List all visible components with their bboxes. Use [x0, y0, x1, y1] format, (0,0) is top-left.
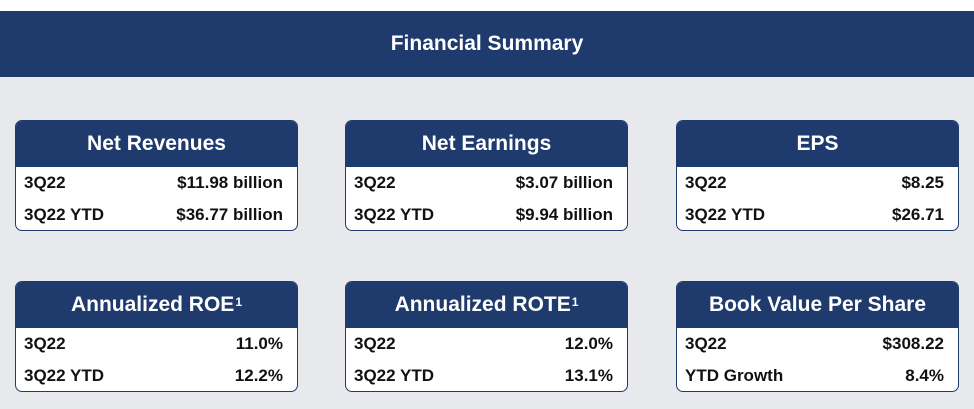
card-row: 3Q22 YTD 12.2%	[16, 360, 297, 391]
row-value: $11.98 billion	[177, 173, 283, 192]
card-row: 3Q22 YTD $9.94 billion	[346, 199, 627, 230]
book-value-per-share-card: Book Value Per Share 3Q22 $308.22 YTD Gr…	[676, 281, 959, 392]
card-row: 3Q22 $11.98 billion	[16, 167, 297, 199]
row-label: 3Q22 YTD	[24, 205, 105, 224]
row-value: $9.94 billion	[515, 205, 613, 224]
row-value: $3.07 billion	[515, 173, 613, 192]
row-label: 3Q22 YTD	[354, 205, 435, 224]
card-row: 3Q22 12.0%	[346, 328, 627, 360]
footnote-marker: 1	[235, 295, 243, 309]
top-strip	[0, 0, 974, 11]
card-title: Book Value Per Share	[677, 282, 958, 328]
row-value: 8.4%	[905, 366, 944, 385]
row-label: 3Q22	[685, 334, 727, 353]
footnote-marker: 1	[571, 295, 579, 309]
card-title-text: EPS	[796, 132, 839, 155]
row-label: YTD Growth	[685, 366, 784, 385]
eps-card: EPS 3Q22 $8.25 3Q22 YTD $26.71	[676, 120, 959, 231]
card-title-text: Annualized ROE	[70, 293, 235, 316]
row-value: 13.1%	[564, 366, 613, 385]
row-label: 3Q22	[24, 173, 66, 192]
row-label: 3Q22 YTD	[354, 366, 435, 385]
row-value: $8.25	[901, 173, 944, 192]
card-title: Annualized ROTE 1	[346, 282, 627, 328]
net-revenues-card: Net Revenues 3Q22 $11.98 billion 3Q22 YT…	[15, 120, 298, 231]
banner-title: Financial Summary	[390, 32, 584, 55]
card-row: 3Q22 $308.22	[677, 328, 958, 360]
card-title-text: Annualized ROTE	[394, 293, 571, 316]
card-row: 3Q22 YTD $36.77 billion	[16, 199, 297, 230]
card-title: EPS	[677, 121, 958, 167]
row-value: $26.71	[892, 205, 944, 224]
net-earnings-card: Net Earnings 3Q22 $3.07 billion 3Q22 YTD…	[345, 120, 628, 231]
row-label: 3Q22	[685, 173, 727, 192]
card-row: 3Q22 YTD $26.71	[677, 199, 958, 230]
annualized-roe-card: Annualized ROE 1 3Q22 11.0% 3Q22 YTD 12.2…	[15, 281, 298, 392]
card-row: 3Q22 $3.07 billion	[346, 167, 627, 199]
card-title-text: Net Revenues	[87, 132, 226, 155]
row-label: 3Q22	[354, 334, 396, 353]
card-title: Net Earnings	[346, 121, 627, 167]
card-row: 3Q22 11.0%	[16, 328, 297, 360]
financial-summary-banner: Financial Summary	[0, 11, 974, 77]
card-title: Annualized ROE 1	[16, 282, 297, 328]
row-label: 3Q22	[354, 173, 396, 192]
row-value: 11.0%	[235, 334, 283, 353]
card-title-text: Book Value Per Share	[708, 293, 927, 316]
card-row: 3Q22 YTD 13.1%	[346, 360, 627, 391]
row-value: 12.0%	[564, 334, 613, 353]
row-label: 3Q22 YTD	[685, 205, 766, 224]
card-row: 3Q22 $8.25	[677, 167, 958, 199]
row-label: 3Q22 YTD	[24, 366, 105, 385]
row-value: 12.2%	[234, 366, 283, 385]
annualized-rote-card: Annualized ROTE 1 3Q22 12.0% 3Q22 YTD 13.…	[345, 281, 628, 392]
card-row: YTD Growth 8.4%	[677, 360, 958, 391]
row-value: $36.77 billion	[176, 205, 283, 224]
row-label: 3Q22	[24, 334, 66, 353]
card-title: Net Revenues	[16, 121, 297, 167]
row-value: $308.22	[882, 334, 944, 353]
card-title-text: Net Earnings	[421, 132, 552, 155]
